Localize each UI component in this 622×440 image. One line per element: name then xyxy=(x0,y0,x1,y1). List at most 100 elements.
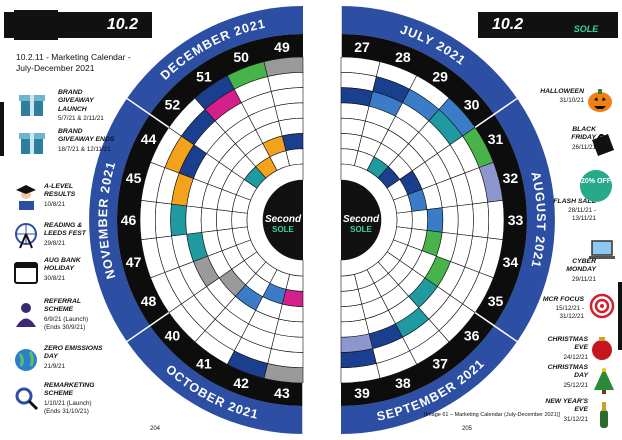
week-number: 34 xyxy=(503,254,519,270)
event-item: BRAND GIVEAWAY LAUNCH 5/7/21 & 2/11/21 xyxy=(58,89,120,123)
section-header-left: 10.2 xyxy=(4,12,152,38)
week-number: 32 xyxy=(503,170,519,186)
event-title: CHRISTMAS EVE xyxy=(547,336,588,352)
core-logo-top: Second xyxy=(265,214,302,225)
month-ring xyxy=(341,6,555,434)
week-number: 41 xyxy=(196,356,212,372)
shopping-bag-icon xyxy=(588,130,616,163)
core-logo-bottom: SOLE xyxy=(350,225,372,234)
event-item: FLASH SALE 28/11/21 - 13/11/21 xyxy=(548,198,596,223)
day-cell xyxy=(200,207,218,233)
event-dates: 28/11/21 - 13/11/21 xyxy=(568,207,596,223)
event-dates: 31/10/21 xyxy=(559,97,584,105)
event-item: HALLOWEEN 31/10/21 xyxy=(536,88,584,105)
page-number-right: 205 xyxy=(462,426,473,432)
event-dates: 30/8/21 xyxy=(44,274,66,282)
event-item: AUG BANK HOLIDAY 30/8/21 xyxy=(44,257,106,283)
event-title: CYBER MONDAY xyxy=(566,258,596,274)
week-number: 45 xyxy=(126,170,142,186)
event-title: A-LEVEL RESULTS xyxy=(44,183,76,199)
week-number: 31 xyxy=(488,131,504,147)
week-ring xyxy=(117,34,303,406)
day-cell xyxy=(487,200,505,240)
month-divider xyxy=(126,311,170,343)
event-title: HALLOWEEN xyxy=(540,88,584,95)
event-item: NEW YEAR'S EVE 31/12/21 xyxy=(540,398,588,424)
event-title: AUG BANK HOLIDAY xyxy=(44,257,81,273)
day-cell xyxy=(231,211,248,229)
month-label: AUGUST 2021 xyxy=(528,170,548,269)
logo-text-top: Second xyxy=(569,15,603,25)
ferris-wheel-icon xyxy=(12,222,40,255)
core-logo-top: Second xyxy=(343,214,380,225)
week-number: 48 xyxy=(141,293,157,309)
bauble-icon xyxy=(588,334,616,367)
week-number: 33 xyxy=(508,212,524,228)
week-number: 39 xyxy=(354,385,370,401)
event-item: A-LEVEL RESULTS 10/8/21 xyxy=(44,183,106,209)
day-cell xyxy=(441,205,459,235)
gift-icon xyxy=(18,128,46,161)
week-ring xyxy=(341,34,527,406)
event-dates: 24/12/21 xyxy=(563,353,588,361)
week-number: 49 xyxy=(274,39,290,55)
event-title: BLACK FRIDAY xyxy=(571,126,596,142)
event-dates: 15/12/21 - 31/12/21 xyxy=(555,305,584,321)
day-cell xyxy=(139,200,157,240)
week-number: 30 xyxy=(464,96,480,112)
week-number: 46 xyxy=(121,212,137,228)
pumpkin-icon xyxy=(586,86,614,119)
day-cell xyxy=(411,209,428,231)
tree-icon xyxy=(590,366,618,399)
event-dates: 5/7/21 & 2/11/21 xyxy=(58,115,104,123)
event-item: MCR FOCUS 15/12/21 - 31/12/21 xyxy=(536,296,584,321)
image-caption: [Image 61 – Marketing Calendar (July-Dec… xyxy=(424,412,561,418)
day-cell xyxy=(426,207,444,233)
section-number: 10.2 xyxy=(492,16,524,33)
event-dates: 31/12/21 xyxy=(563,415,588,423)
event-item: CHRISTMAS DAY 25/12/21 xyxy=(540,364,588,390)
event-dates: 21/9/21 xyxy=(44,362,66,370)
event-item: ZERO EMISSIONS DAY 21/9/21 xyxy=(44,345,106,371)
week-number: 52 xyxy=(165,96,181,112)
target-icon xyxy=(588,292,616,325)
event-dates: 29/8/21 xyxy=(44,239,66,247)
week-number: 36 xyxy=(464,328,480,344)
calendar-icon xyxy=(12,258,40,291)
event-dates: 1/10/21 (Launch) (Ends 31/10/21) xyxy=(44,399,92,415)
champagne-icon xyxy=(590,400,618,433)
wheel-core xyxy=(341,180,381,260)
event-dates: 26/11/21 xyxy=(571,143,596,151)
person-icon xyxy=(12,300,40,333)
month-divider xyxy=(474,97,518,129)
day-cell xyxy=(216,209,233,231)
globe-icon xyxy=(12,346,40,379)
event-item: READING & LEEDS FEST 29/8/21 xyxy=(44,222,106,248)
week-number: 51 xyxy=(196,68,212,84)
week-number: 28 xyxy=(395,49,411,65)
day-cell xyxy=(170,203,188,237)
event-dates: 10/8/21 xyxy=(44,200,66,208)
day-cell xyxy=(185,205,203,235)
event-dates: 18/7/21 & 12/11/21 xyxy=(58,145,111,153)
section-header-right: 10.2 xyxy=(478,12,618,38)
gift-icon xyxy=(18,90,46,123)
event-title: BRAND GIVEAWAY ENDS xyxy=(58,128,115,144)
event-item: CHRISTMAS EVE 24/12/21 xyxy=(540,336,588,362)
event-title: CHRISTMAS DAY xyxy=(547,364,588,380)
week-number: 35 xyxy=(488,293,504,309)
event-dates: 6/9/21 (Launch) (Ends 30/9/21) xyxy=(44,315,89,331)
page-title: 10.2.11 - Marketing Calendar - July-Dece… xyxy=(16,52,131,73)
day-cell xyxy=(472,201,490,239)
month-divider xyxy=(474,311,518,343)
week-number: 42 xyxy=(233,375,249,391)
page-number-left: 204 xyxy=(150,426,161,432)
day-cell xyxy=(154,201,172,239)
week-number: 37 xyxy=(432,356,448,372)
event-item: REMARKETING SCHEME 1/10/21 (Launch) (Ends… xyxy=(44,382,106,416)
week-number: 27 xyxy=(354,39,370,55)
wheel-core xyxy=(263,180,303,260)
